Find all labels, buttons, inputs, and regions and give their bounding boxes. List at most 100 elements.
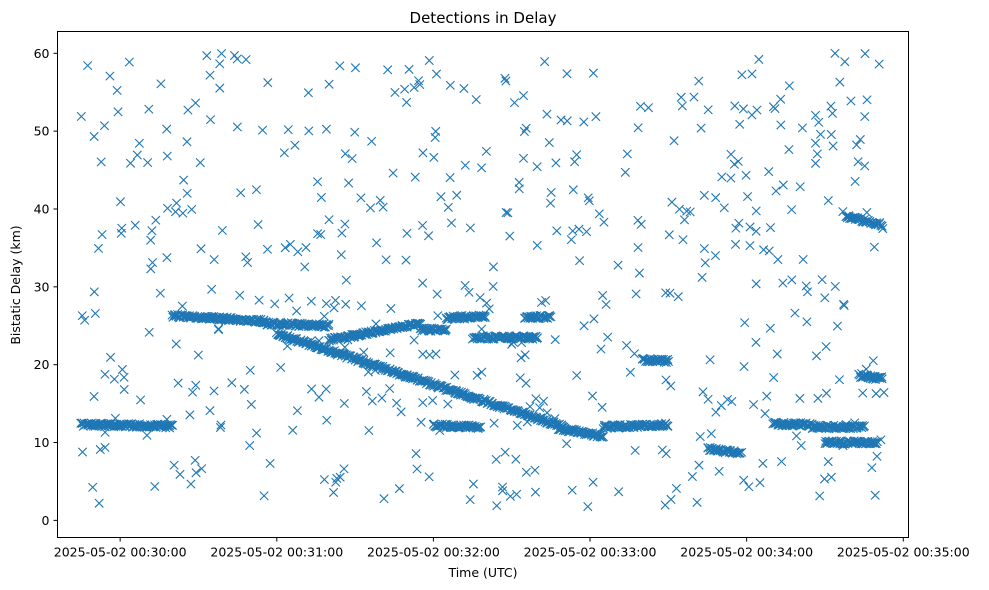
detection-point — [838, 441, 848, 451]
detection-point — [117, 364, 127, 375]
detection-point — [629, 349, 640, 359]
detection-point — [518, 90, 529, 101]
detection-point — [810, 110, 821, 120]
detection-point — [760, 409, 770, 419]
detection-point — [503, 208, 513, 218]
detection-point — [566, 235, 576, 245]
detection-point — [425, 323, 435, 333]
detection-point — [853, 157, 863, 167]
detection-point — [758, 458, 768, 468]
detection-point — [532, 333, 543, 343]
detection-point — [471, 94, 481, 105]
detection-point — [371, 319, 381, 329]
detection-point — [734, 218, 744, 228]
detection-point — [392, 398, 402, 408]
detection-point — [790, 308, 800, 318]
detection-point — [363, 367, 373, 377]
detection-point — [633, 242, 643, 253]
detection-point — [156, 79, 166, 89]
detection-point — [776, 120, 786, 130]
y-tick-label: 0 — [42, 513, 50, 528]
detection-point — [677, 101, 687, 111]
detection-point — [666, 381, 676, 391]
x-tick-label: 2025-05-02 00:31:00 — [210, 545, 343, 560]
detection-point — [860, 111, 870, 122]
detection-point — [227, 378, 237, 388]
detection-point — [759, 245, 769, 255]
detection-point — [328, 487, 339, 498]
detection-point — [694, 76, 704, 86]
detection-point — [417, 220, 428, 231]
x-tick-label: 2025-05-02 00:30:00 — [54, 545, 187, 560]
detection-point — [491, 454, 501, 465]
detection-point — [622, 149, 632, 159]
detection-point — [667, 197, 677, 207]
detection-point — [190, 455, 200, 465]
detection-point — [821, 341, 831, 352]
detection-point — [562, 69, 572, 79]
detection-point — [661, 355, 671, 365]
detection-point — [551, 158, 561, 168]
detection-point — [418, 397, 428, 408]
detection-point — [209, 254, 219, 265]
detection-point — [488, 281, 498, 292]
detection-point — [542, 109, 552, 119]
detection-point — [321, 299, 331, 309]
detection-point — [871, 389, 881, 399]
detection-point — [236, 188, 246, 198]
detection-point — [306, 384, 317, 394]
detection-point — [745, 240, 755, 251]
detection-point — [119, 372, 129, 382]
detection-point — [544, 311, 555, 322]
detection-point — [105, 352, 116, 362]
detection-point — [787, 275, 797, 285]
detection-point — [386, 303, 396, 314]
detection-point — [826, 129, 836, 140]
detection-point — [797, 123, 808, 133]
detection-point — [514, 177, 524, 187]
detection-point — [633, 215, 643, 225]
detection-point — [477, 324, 487, 334]
detection-point — [341, 299, 351, 309]
detection-point — [284, 293, 294, 303]
detection-point — [245, 440, 255, 451]
detection-point — [323, 321, 334, 331]
detection-point — [254, 295, 264, 305]
detection-point — [550, 335, 560, 345]
detection-point — [751, 337, 761, 347]
detection-point — [304, 126, 314, 136]
detection-point — [430, 132, 440, 143]
detection-point — [150, 481, 160, 492]
detection-point — [335, 472, 345, 482]
detection-point — [367, 136, 377, 146]
detection-point — [196, 244, 206, 254]
detection-point — [862, 95, 872, 105]
detection-point — [748, 399, 759, 410]
detection-point — [431, 349, 441, 359]
detection-point — [747, 110, 757, 120]
detection-point — [643, 103, 654, 113]
detection-point — [583, 502, 593, 512]
detection-point — [773, 254, 783, 265]
detection-point — [293, 247, 303, 257]
detection-point — [188, 387, 198, 397]
detection-point — [472, 370, 482, 380]
data-points — [76, 48, 889, 512]
detection-point — [401, 97, 412, 107]
detection-point — [729, 159, 739, 169]
detection-point — [77, 311, 87, 321]
detection-point — [771, 186, 781, 196]
detection-point — [509, 98, 520, 108]
x-tick-label: 2025-05-02 00:32:00 — [367, 545, 500, 560]
detection-point — [316, 192, 326, 203]
detection-point — [820, 293, 830, 303]
detection-point — [765, 223, 776, 233]
detection-point — [356, 301, 367, 311]
y-tick-label: 60 — [34, 46, 50, 61]
detection-point — [97, 229, 107, 240]
detection-point — [802, 287, 813, 297]
detection-point — [835, 77, 845, 87]
detection-point — [155, 288, 165, 298]
detection-point — [338, 333, 348, 343]
